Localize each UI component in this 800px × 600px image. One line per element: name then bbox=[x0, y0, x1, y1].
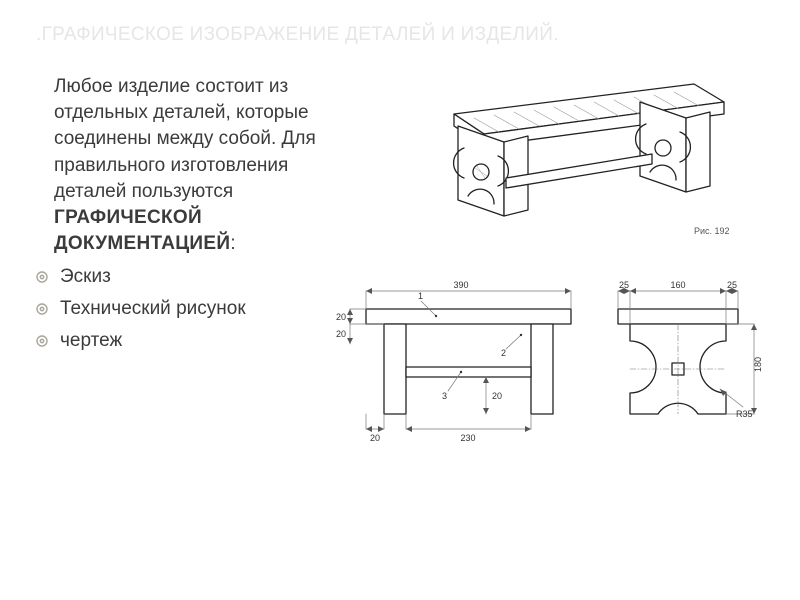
svg-text:20: 20 bbox=[336, 312, 346, 322]
bullet-target-icon bbox=[36, 335, 48, 347]
iso-view: Рис. 192 bbox=[454, 84, 730, 236]
svg-text:20: 20 bbox=[370, 433, 380, 443]
svg-text:1: 1 bbox=[418, 291, 423, 301]
list-item-label: Эскиз bbox=[60, 266, 111, 288]
svg-text:20: 20 bbox=[492, 391, 502, 401]
svg-text:25: 25 bbox=[619, 280, 629, 290]
list-item-label: Технический рисунок bbox=[60, 298, 246, 320]
svg-text:160: 160 bbox=[670, 280, 685, 290]
bullet-target-icon bbox=[36, 303, 48, 315]
side-view: 25 160 25 180 R3 bbox=[618, 280, 763, 419]
svg-text:20: 20 bbox=[336, 329, 346, 339]
content-row: Любое изделие состоит из отдельных детал… bbox=[36, 74, 764, 362]
svg-text:180: 180 bbox=[753, 357, 763, 372]
svg-text:25: 25 bbox=[727, 280, 737, 290]
bullet-target-icon bbox=[36, 271, 48, 283]
front-view: 390 20 20 bbox=[336, 280, 571, 443]
para-colon: : bbox=[230, 233, 235, 254]
drawing-column: Рис. 192 bbox=[366, 74, 764, 362]
technical-drawing: Рис. 192 bbox=[306, 64, 776, 484]
para-strong: ГРАФИЧЕСКОЙ ДОКУМЕНТАЦИЕЙ bbox=[54, 207, 230, 254]
svg-text:3: 3 bbox=[442, 391, 447, 401]
svg-text:2: 2 bbox=[501, 348, 506, 358]
slide-title: .ГРАФИЧЕСКОЕ ИЗОБРАЖЕНИЕ ДЕТАЛЕЙ И ИЗДЕЛ… bbox=[36, 24, 764, 46]
svg-text:390: 390 bbox=[453, 280, 468, 290]
list-item-label: чертеж bbox=[60, 330, 122, 352]
svg-text:R35: R35 bbox=[736, 409, 753, 419]
svg-text:230: 230 bbox=[460, 433, 475, 443]
svg-text:Рис. 192: Рис. 192 bbox=[694, 226, 730, 236]
para-part1: Любое изделие состоит из отдельных детал… bbox=[54, 76, 316, 202]
